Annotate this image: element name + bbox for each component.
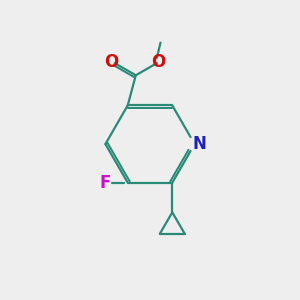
Text: O: O xyxy=(104,52,118,70)
Text: F: F xyxy=(100,174,111,192)
Text: O: O xyxy=(151,52,165,70)
Text: N: N xyxy=(193,135,207,153)
